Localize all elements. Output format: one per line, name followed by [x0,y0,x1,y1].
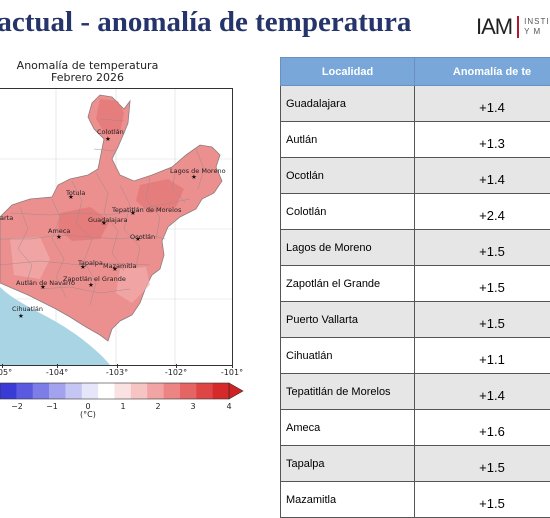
institution-logo: IAM INSTITUY M [476,12,550,42]
anomaly-map: ★ ★ ★ ★ ★ ★ ★ ★ ★ ★ ★ ★ Colotlán Lagos d… [0,88,233,366]
anomaly-value-cell: +1.4 [415,374,550,410]
place-label-mazamitla: Mazamitla [103,262,136,270]
table-row: Mazamitla+1.5 [281,482,550,518]
lon-label: -101° [221,368,243,377]
colorbar-cell [115,383,132,399]
anomaly-value-cell: +1.5 [415,482,550,518]
map-title: Anomalía de temperatura Febrero 2026 [0,60,175,84]
place-label-totula: Totula [65,189,85,197]
lon-label: -102° [165,368,187,377]
table-row: Cihuatlán+1.1 [281,338,550,374]
location-cell: Ameca [281,410,415,446]
map-marker: ★ [18,312,24,320]
colorbar-cell [82,383,99,399]
anomaly-value-cell: +1.5 [415,230,550,266]
place-label-guadalajara: Guadalajara [88,216,127,224]
place-label-colotlan: Colotlán [97,128,124,136]
logo-subtext: INSTITUY M [524,17,550,37]
logo-divider [517,16,519,38]
location-cell: Tepatitlán de Morelos [281,374,415,410]
location-cell: Zapotlán el Grande [281,266,415,302]
anomaly-value-cell: +1.1 [415,338,550,374]
colorbar-tick: 3 [190,402,195,411]
colorbar-tick: 4 [226,402,231,411]
place-label-zapotlan: Zapotlán el Grande [63,275,126,283]
colorbar-cell [147,383,164,399]
table-row: Puerto Vallarta+1.5 [281,302,550,338]
colorbar [0,382,245,400]
anomaly-value-cell: +1.5 [415,266,550,302]
colorbar-tick: −2 [11,402,23,411]
colorbar-cell [33,383,50,399]
table-row: Ocotlán+1.4 [281,158,550,194]
colorbar-cell [98,383,115,399]
place-label-cihuatlan: Cihuatlán [12,305,43,313]
colorbar-cell [196,383,213,399]
location-cell: Guadalajara [281,86,415,122]
location-cell: Autlán [281,122,415,158]
colorbar-cell [49,383,66,399]
column-header-location: Localidad [281,58,415,86]
anomaly-value-cell: +1.5 [415,446,550,482]
place-label-ameca: Ameca [48,227,70,235]
table-row: Zapotlán el Grande+1.5 [281,266,550,302]
colorbar-cell [131,383,148,399]
colorbar-tick: 2 [155,402,160,411]
colorbar-cell [213,383,230,399]
anomaly-value-cell: +2.4 [415,194,550,230]
place-label-tapalpa: Tapalpa [77,259,103,267]
page-title: n actual - anomalía de temperatura [0,6,444,39]
table-row: Autlán+1.3 [281,122,550,158]
anomaly-table: Localidad Anomalía de te Guadalajara+1.4… [280,57,550,518]
column-header-anomaly: Anomalía de te [415,58,550,86]
table-row: Ameca+1.6 [281,410,550,446]
map-svg: ★ ★ ★ ★ ★ ★ ★ ★ ★ ★ ★ ★ Colotlán Lagos d… [0,89,232,365]
location-cell: Puerto Vallarta [281,302,415,338]
table-header-row: Localidad Anomalía de te [281,58,550,86]
lon-label: 05° [0,368,12,377]
location-cell: Ocotlán [281,158,415,194]
anomaly-value-cell: +1.4 [415,158,550,194]
location-cell: Colotlán [281,194,415,230]
anomaly-value-cell: +1.6 [415,410,550,446]
place-label-vallarta: arta [0,214,13,222]
colorbar-cell [65,383,82,399]
colorbar-arrow [229,383,243,399]
anomaly-value-cell: +1.5 [415,302,550,338]
table-row: Colotlán+2.4 [281,194,550,230]
colorbar-cell [180,383,197,399]
colorbar-cell [164,383,181,399]
colorbar-cell [16,383,33,399]
colorbar-tick: −1 [46,402,58,411]
location-cell: Mazamitla [281,482,415,518]
table-row: Lagos de Moreno+1.5 [281,230,550,266]
anomaly-value-cell: +1.4 [415,86,550,122]
lon-label: -104° [46,368,68,377]
anomaly-value-cell: +1.3 [415,122,550,158]
location-cell: Lagos de Moreno [281,230,415,266]
colorbar-tick: 1 [120,402,125,411]
colorbar-cell [0,383,17,399]
location-cell: Cihuatlán [281,338,415,374]
place-label-tepatitlan: Tepatitlán de Morelos [111,206,182,214]
map-title-line2: Febrero 2026 [0,72,175,84]
table-row: Tepatitlán de Morelos+1.4 [281,374,550,410]
location-cell: Tapalpa [281,446,415,482]
table-row: Guadalajara+1.4 [281,86,550,122]
table-row: Tapalpa+1.5 [281,446,550,482]
colorbar-unit: (°C) [80,410,96,419]
logo-text: IAM [476,14,512,40]
lon-label: -103° [106,368,128,377]
place-label-lagos: Lagos de Moreno [170,167,226,175]
place-label-ocotlan: Ocotlán [130,233,155,241]
map-marker: ★ [105,135,111,143]
